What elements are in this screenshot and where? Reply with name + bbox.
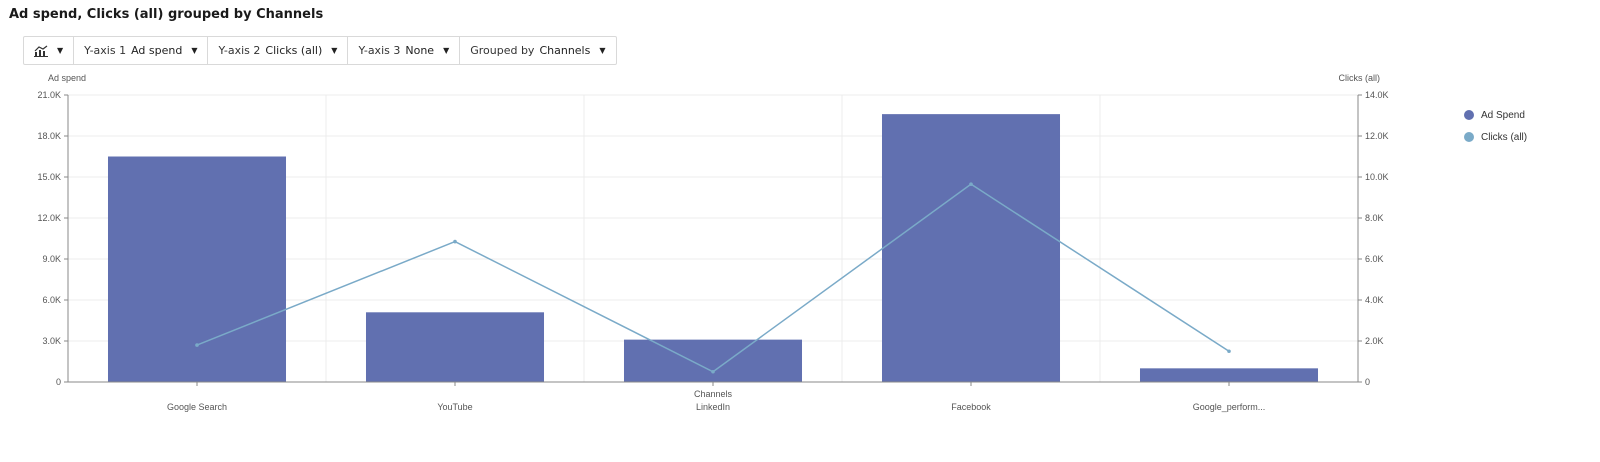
x-axis-tick-label: YouTube [437, 402, 472, 412]
legend-swatch-clicks [1464, 132, 1474, 142]
legend-label-ad-spend: Ad Spend [1481, 109, 1525, 121]
bar-ad-spend [623, 339, 803, 382]
y-axis-left-title: Ad spend [48, 73, 86, 83]
yaxis3-dropdown[interactable]: Y-axis 3 None ▼ [348, 37, 461, 64]
yaxis2-label: Y-axis 2 [218, 44, 261, 57]
yaxis3-value: None [405, 44, 435, 57]
legend-item-clicks[interactable]: Clicks (all) [1464, 126, 1527, 148]
y-axis-left-tick-label: 21.0K [37, 90, 61, 100]
chart-toolbar: ▼ Y-axis 1 Ad spend ▼ Y-axis 2 Clicks (a… [23, 36, 617, 65]
bar-ad-spend [881, 114, 1061, 382]
yaxis1-dropdown[interactable]: Y-axis 1 Ad spend ▼ [74, 37, 209, 64]
legend-swatch-ad-spend [1464, 110, 1474, 120]
x-axis-tick-label: Google_perform... [1193, 402, 1266, 412]
group-by-label: Grouped by [470, 44, 535, 57]
page-title: Ad spend, Clicks (all) grouped by Channe… [9, 7, 324, 22]
chevron-down-icon: ▼ [443, 46, 450, 55]
y-axis-right-tick-label: 6.0K [1365, 254, 1384, 264]
y-axis-right-tick-label: 2.0K [1365, 336, 1384, 346]
point-clicks-all [711, 369, 715, 374]
point-clicks-all [195, 343, 199, 347]
x-axis-title: Channels [694, 389, 733, 399]
bar-ad-spend [365, 312, 545, 382]
x-axis-tick-label: Google Search [167, 402, 227, 412]
group-by-dropdown[interactable]: Grouped by Channels ▼ [460, 37, 615, 64]
y-axis-left-tick-label: 12.0K [37, 213, 61, 223]
y-axis-left-tick-label: 3.0K [42, 336, 61, 346]
y-axis-left-tick-label: 18.0K [37, 131, 61, 141]
y-axis-left-tick-label: 0 [56, 377, 61, 387]
x-axis-tick-label: Facebook [951, 402, 991, 412]
legend-label-clicks: Clicks (all) [1481, 131, 1528, 143]
y-axis-right-tick-label: 14.0K [1365, 90, 1389, 100]
yaxis1-value: Ad spend [131, 44, 183, 57]
chevron-down-icon: ▼ [599, 46, 606, 55]
yaxis1-label: Y-axis 1 [84, 44, 127, 57]
y-axis-right-tick-label: 4.0K [1365, 295, 1384, 305]
chevron-down-icon: ▼ [57, 46, 64, 55]
group-by-value: Channels [539, 44, 591, 57]
bar-ad-spend [107, 156, 287, 382]
yaxis2-value: Clicks (all) [265, 44, 323, 57]
yaxis3-label: Y-axis 3 [358, 44, 401, 57]
y-axis-left-tick-label: 6.0K [42, 295, 61, 305]
chevron-down-icon: ▼ [191, 46, 198, 55]
bar-ad-spend [1139, 368, 1319, 382]
y-axis-left-tick-label: 15.0K [37, 172, 61, 182]
x-axis-tick-label: LinkedIn [696, 402, 730, 412]
y-axis-left-tick-label: 9.0K [42, 254, 61, 264]
y-axis-right-tick-label: 0 [1365, 377, 1370, 387]
legend-item-ad-spend[interactable]: Ad Spend [1464, 104, 1527, 126]
chart-legend: Ad Spend Clicks (all) [1464, 104, 1527, 148]
chart-type-icon [34, 45, 48, 57]
y-axis-right-tick-label: 10.0K [1365, 172, 1389, 182]
chart-type-dropdown[interactable]: ▼ [24, 37, 75, 64]
y-axis-right-tick-label: 8.0K [1365, 213, 1384, 223]
point-clicks-all [453, 239, 457, 244]
chevron-down-icon: ▼ [331, 46, 338, 55]
y-axis-right-tick-label: 12.0K [1365, 131, 1389, 141]
point-clicks-all [1227, 349, 1231, 354]
point-clicks-all [969, 182, 973, 186]
y-axis-right-title: Clicks (all) [1339, 73, 1381, 83]
yaxis2-dropdown[interactable]: Y-axis 2 Clicks (all) ▼ [208, 37, 349, 64]
